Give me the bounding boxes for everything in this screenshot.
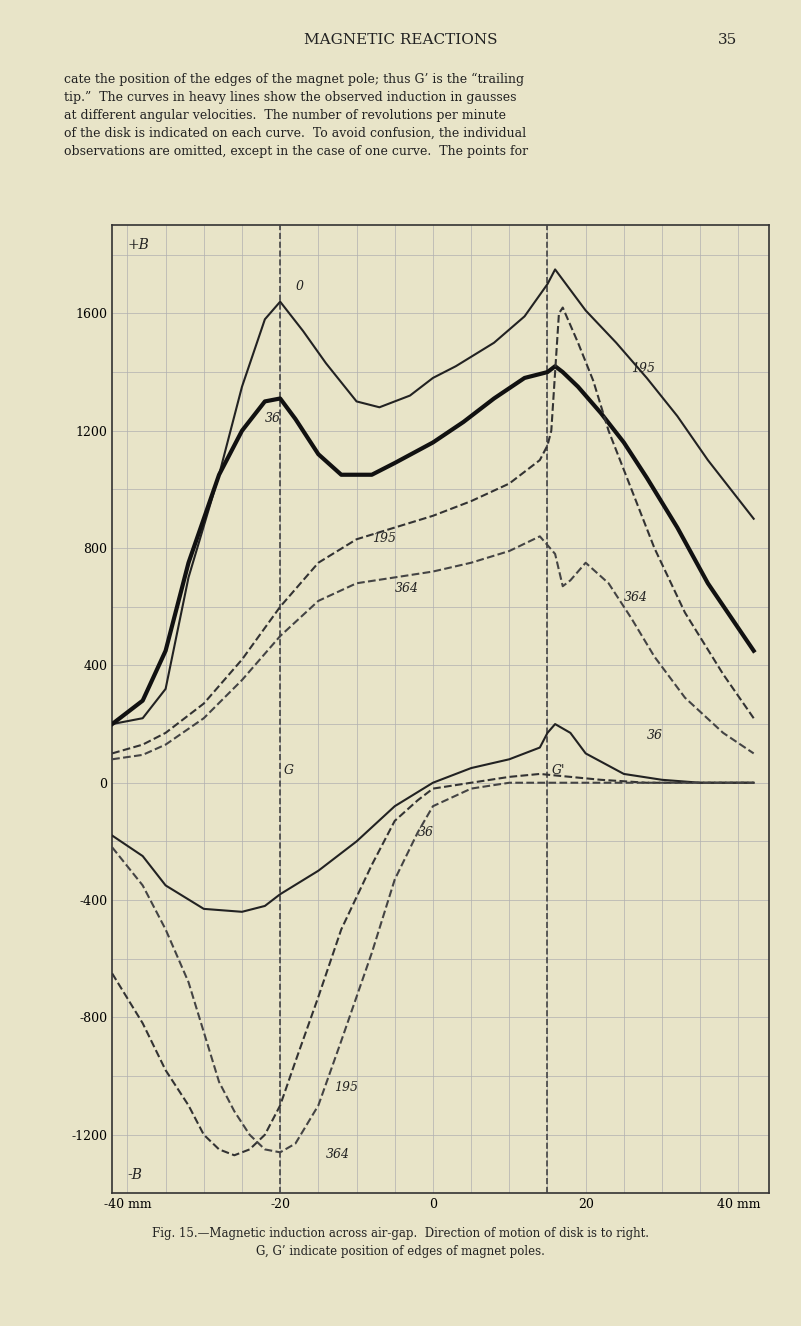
Text: 35: 35 xyxy=(718,33,737,48)
Text: 195: 195 xyxy=(372,532,396,545)
Text: 36: 36 xyxy=(646,729,662,741)
Text: 195: 195 xyxy=(334,1081,357,1094)
Text: Fig. 15.—Magnetic induction across air-gap.  Direction of motion of disk is to r: Fig. 15.—Magnetic induction across air-g… xyxy=(152,1227,649,1257)
Text: 364: 364 xyxy=(624,591,648,603)
Text: 195: 195 xyxy=(631,362,655,375)
Text: 0: 0 xyxy=(296,280,304,293)
Text: 364: 364 xyxy=(395,582,419,595)
Text: +B: +B xyxy=(127,237,149,252)
Text: G: G xyxy=(284,764,294,777)
Text: G': G' xyxy=(551,764,565,777)
Text: -B: -B xyxy=(127,1168,143,1181)
Text: 36: 36 xyxy=(265,412,281,424)
Text: MAGNETIC REACTIONS: MAGNETIC REACTIONS xyxy=(304,33,497,48)
Text: 36: 36 xyxy=(417,826,433,838)
Text: 364: 364 xyxy=(326,1148,350,1162)
Text: cate the position of the edges of the magnet pole; thus G’ is the “trailing
tip.: cate the position of the edges of the ma… xyxy=(64,73,528,158)
